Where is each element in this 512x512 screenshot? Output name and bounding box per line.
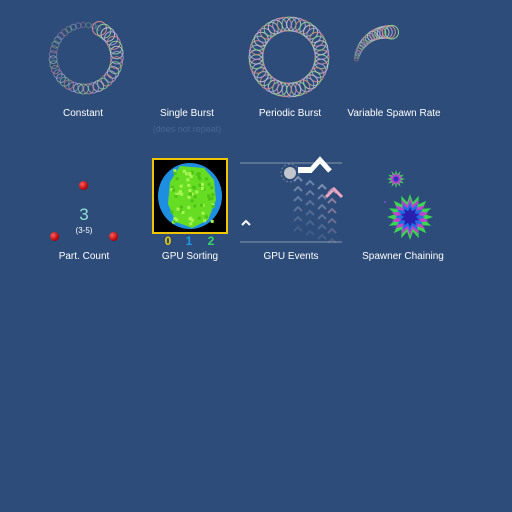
periodic-burst-ring-icon: [248, 16, 330, 98]
constant-spiral-icon: [48, 21, 124, 95]
demo-label-periodic-burst: Periodic Burst: [258, 108, 322, 119]
star-burst-icon: [384, 170, 433, 240]
demo-label-single-burst: Single Burst: [160, 108, 214, 119]
sort-number-0: 0: [164, 234, 172, 248]
demo-label-spawner-chaining: Spawner Chaining: [362, 251, 444, 262]
particle-count-range: (3-5): [75, 226, 93, 235]
rising-chevrons-icon: [240, 156, 344, 244]
particle-dot-right: [109, 232, 118, 241]
demo-sublabel-single-burst: (does not repeat): [152, 124, 222, 134]
gpu-sorting-preview: [152, 158, 228, 234]
particle-dot-left: [50, 232, 59, 241]
particle-dot-top: [79, 181, 88, 190]
demo-label-part-count: Part. Count: [58, 251, 110, 262]
sorted-particle-blob-icon: [158, 163, 222, 229]
demo-label-constant: Constant: [62, 108, 104, 119]
sort-number-1: 1: [185, 234, 193, 248]
particle-count-value: 3: [79, 205, 89, 224]
demo-label-variable-spawn-rate: Variable Spawn Rate: [347, 108, 441, 119]
demo-label-gpu-events: GPU Events: [263, 251, 319, 262]
sort-number-2: 2: [207, 234, 215, 248]
demo-label-gpu-sorting: GPU Sorting: [161, 251, 219, 262]
variable-rate-arc-icon: [353, 24, 400, 62]
